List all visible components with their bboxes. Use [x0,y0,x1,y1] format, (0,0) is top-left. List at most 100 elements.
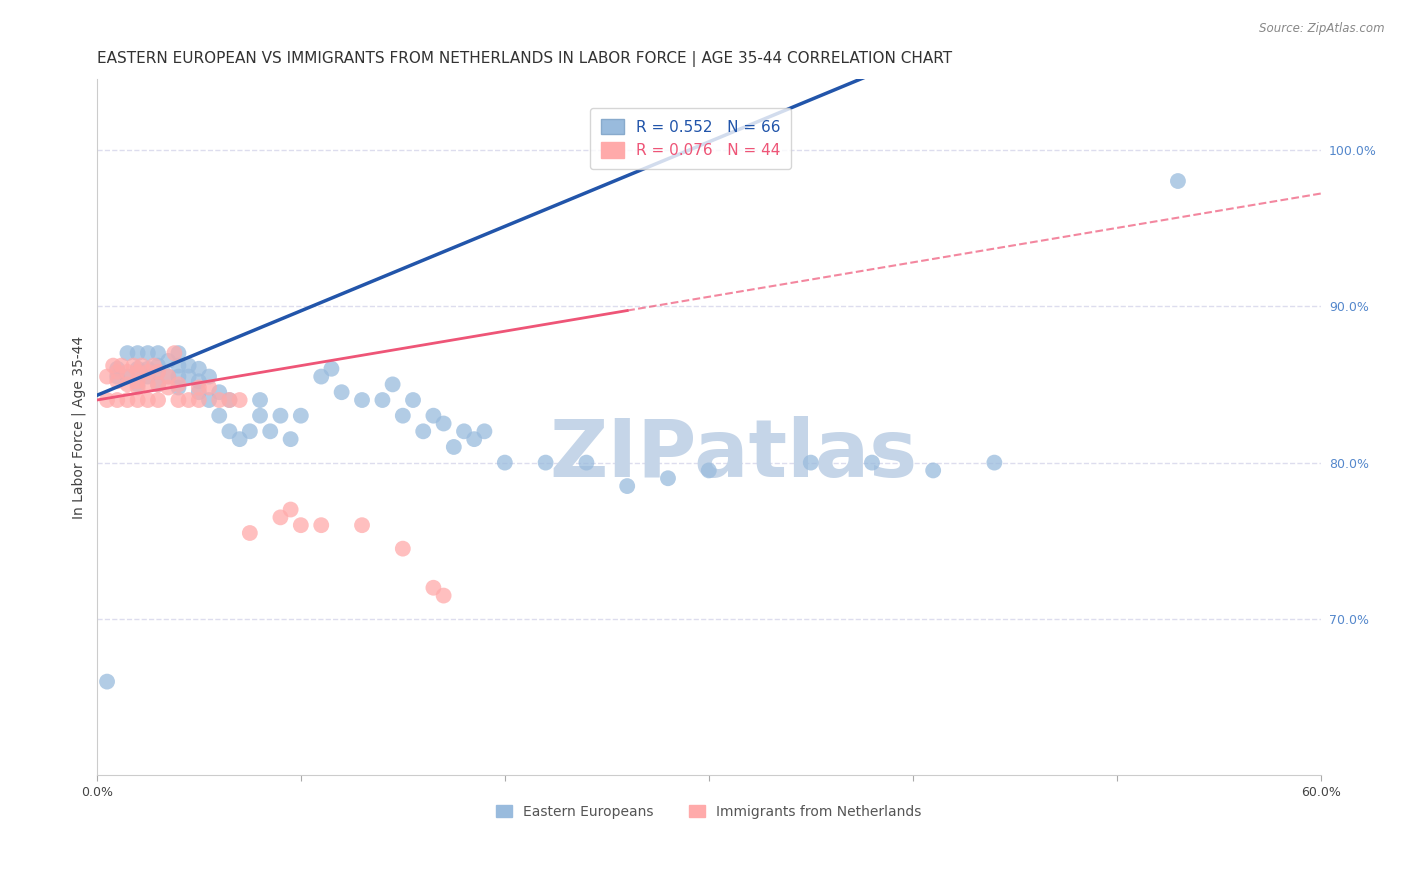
Point [146,377,169,392]
Point [105,392,128,407]
Point [443,440,465,454]
Point [117,377,139,392]
Point [117,369,139,384]
Point [392,409,415,423]
Point [392,541,415,556]
Point [136,365,159,379]
Point [208,392,231,407]
Point [208,385,231,400]
Point [422,409,444,423]
Point [167,359,190,373]
Point [657,471,679,485]
Point [105,369,128,384]
Point [105,374,128,388]
Point [474,425,496,439]
Point [146,392,169,407]
Point [127,346,149,360]
Point [309,518,332,533]
Point [105,361,128,376]
Point [198,369,221,384]
Point [494,456,516,470]
Point [371,392,394,407]
Point [167,392,190,407]
Text: ZIPatlas: ZIPatlas [550,417,917,494]
Point [157,369,180,384]
Point [309,369,332,384]
Point [177,369,200,384]
Point [290,409,312,423]
Point [146,365,169,379]
Point [117,346,139,360]
Point [290,518,312,533]
Point [218,392,240,407]
Point [922,463,945,477]
Legend: Eastern Europeans, Immigrants from Netherlands: Eastern Europeans, Immigrants from Nethe… [491,799,928,824]
Point [177,392,200,407]
Point [412,425,434,439]
Point [146,377,169,392]
Point [198,392,221,407]
Point [983,456,1005,470]
Point [860,456,883,470]
Point [131,359,153,373]
Point [117,392,139,407]
Point [127,392,149,407]
Point [101,359,124,373]
Point [146,359,169,373]
Point [167,377,190,392]
Point [330,385,353,400]
Point [381,377,404,392]
Point [127,365,149,379]
Point [136,361,159,376]
Point [163,346,186,360]
Point [280,502,302,516]
Point [143,359,166,373]
Point [167,369,190,384]
Point [433,417,456,431]
Point [321,361,343,376]
Point [269,409,291,423]
Point [136,369,159,384]
Point [187,380,209,394]
Point [127,377,149,392]
Point [800,456,823,470]
Point [127,374,149,388]
Point [146,365,169,379]
Point [208,409,231,423]
Point [187,392,209,407]
Point [433,589,456,603]
Point [350,518,373,533]
Point [697,463,720,477]
Point [96,369,118,384]
Point [187,361,209,376]
Point [146,346,169,360]
Point [228,392,250,407]
Point [575,456,598,470]
Point [1167,174,1189,188]
Point [157,380,180,394]
Point [228,432,250,446]
Point [117,365,139,379]
Point [280,432,302,446]
Point [177,359,200,373]
Point [218,425,240,439]
Point [167,346,190,360]
Point [453,425,475,439]
Point [167,380,190,394]
Point [616,479,638,493]
Point [402,392,425,407]
Point [198,380,221,394]
Point [127,361,149,376]
Point [422,581,444,595]
Point [187,374,209,388]
Point [157,354,180,368]
Point [187,385,209,400]
Point [96,674,118,689]
Point [239,526,262,541]
Point [105,365,128,379]
Point [136,346,159,360]
Point [350,392,373,407]
Point [269,510,291,524]
Point [136,392,159,407]
Point [110,359,132,373]
